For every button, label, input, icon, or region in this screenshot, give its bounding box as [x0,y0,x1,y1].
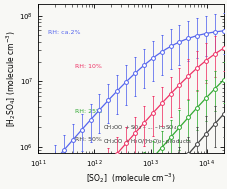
Text: RH: 10%: RH: 10% [74,64,101,69]
Text: CH$_2$OO + H$_2$O/(H$_2$O)$_2$– products: CH$_2$OO + H$_2$O/(H$_2$O)$_2$– products [103,137,191,146]
Text: RH: 25%: RH: 25% [74,109,101,114]
Text: RH: 50%: RH: 50% [74,137,101,142]
Text: CH$_2$OO + SO$_2$ – ... – H$_2$SO$_4$: CH$_2$OO + SO$_2$ – ... – H$_2$SO$_4$ [103,124,177,132]
X-axis label: [SO$_2$]  (molecule cm$^{-3}$): [SO$_2$] (molecule cm$^{-3}$) [86,171,175,185]
Y-axis label: [H$_2$SO$_4$] (molecule cm$^{-3}$): [H$_2$SO$_4$] (molecule cm$^{-3}$) [4,31,18,127]
Text: RH: ca.2%: RH: ca.2% [48,30,80,35]
